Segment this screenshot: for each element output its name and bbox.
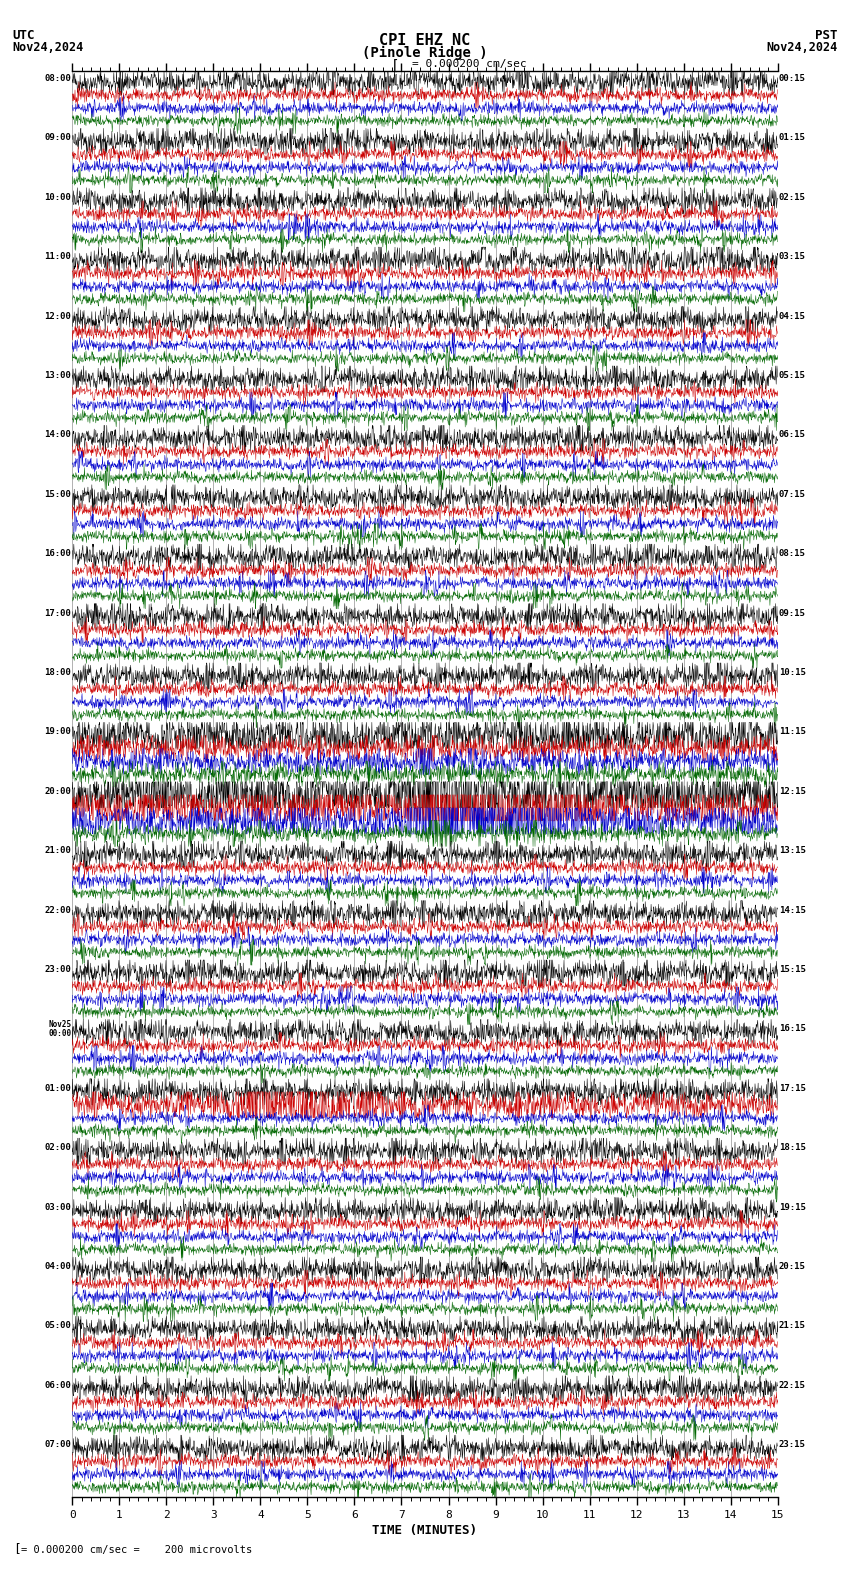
Text: 19:15: 19:15 bbox=[779, 1202, 806, 1212]
X-axis label: TIME (MINUTES): TIME (MINUTES) bbox=[372, 1524, 478, 1536]
Text: 16:00: 16:00 bbox=[44, 550, 71, 558]
Text: 20:15: 20:15 bbox=[779, 1262, 806, 1270]
Text: 23:00: 23:00 bbox=[44, 965, 71, 974]
Text: Nov25: Nov25 bbox=[48, 1020, 71, 1028]
Text: 12:00: 12:00 bbox=[44, 312, 71, 320]
Text: PST: PST bbox=[815, 29, 837, 41]
Text: 18:00: 18:00 bbox=[44, 668, 71, 676]
Text: 03:00: 03:00 bbox=[44, 1202, 71, 1212]
Text: 11:15: 11:15 bbox=[779, 727, 806, 737]
Text: 00:15: 00:15 bbox=[779, 74, 806, 82]
Text: 09:15: 09:15 bbox=[779, 608, 806, 618]
Text: 17:15: 17:15 bbox=[779, 1083, 806, 1093]
Text: 13:15: 13:15 bbox=[779, 846, 806, 855]
Text: 13:00: 13:00 bbox=[44, 371, 71, 380]
Text: 21:15: 21:15 bbox=[779, 1321, 806, 1331]
Text: [: [ bbox=[391, 59, 399, 73]
Text: 15:00: 15:00 bbox=[44, 489, 71, 499]
Text: 04:15: 04:15 bbox=[779, 312, 806, 320]
Text: 03:15: 03:15 bbox=[779, 252, 806, 261]
Text: = 0.000200 cm/sec =    200 microvolts: = 0.000200 cm/sec = 200 microvolts bbox=[21, 1546, 252, 1555]
Text: 16:15: 16:15 bbox=[779, 1025, 806, 1033]
Text: 07:15: 07:15 bbox=[779, 489, 806, 499]
Text: (Pinole Ridge ): (Pinole Ridge ) bbox=[362, 46, 488, 60]
Text: 15:15: 15:15 bbox=[779, 965, 806, 974]
Text: 08:15: 08:15 bbox=[779, 550, 806, 558]
Text: 19:00: 19:00 bbox=[44, 727, 71, 737]
Text: 18:15: 18:15 bbox=[779, 1144, 806, 1152]
Text: 05:00: 05:00 bbox=[44, 1321, 71, 1331]
Text: 22:15: 22:15 bbox=[779, 1381, 806, 1389]
Text: 05:15: 05:15 bbox=[779, 371, 806, 380]
Text: 04:00: 04:00 bbox=[44, 1262, 71, 1270]
Text: [: [ bbox=[13, 1543, 20, 1555]
Text: 09:00: 09:00 bbox=[44, 133, 71, 143]
Text: 17:00: 17:00 bbox=[44, 608, 71, 618]
Text: 07:00: 07:00 bbox=[44, 1440, 71, 1449]
Text: 06:00: 06:00 bbox=[44, 1381, 71, 1389]
Text: 08:00: 08:00 bbox=[44, 74, 71, 82]
Text: 23:15: 23:15 bbox=[779, 1440, 806, 1449]
Text: UTC: UTC bbox=[13, 29, 35, 41]
Text: CPI EHZ NC: CPI EHZ NC bbox=[379, 33, 471, 48]
Text: 10:15: 10:15 bbox=[779, 668, 806, 676]
Text: 02:00: 02:00 bbox=[44, 1144, 71, 1152]
Text: = 0.000200 cm/sec: = 0.000200 cm/sec bbox=[412, 59, 527, 68]
Text: 06:15: 06:15 bbox=[779, 431, 806, 439]
Text: 01:15: 01:15 bbox=[779, 133, 806, 143]
Text: 01:00: 01:00 bbox=[44, 1083, 71, 1093]
Text: 21:00: 21:00 bbox=[44, 846, 71, 855]
Text: Nov24,2024: Nov24,2024 bbox=[766, 41, 837, 54]
Text: 02:15: 02:15 bbox=[779, 193, 806, 201]
Text: 11:00: 11:00 bbox=[44, 252, 71, 261]
Text: 10:00: 10:00 bbox=[44, 193, 71, 201]
Text: 14:15: 14:15 bbox=[779, 906, 806, 914]
Text: 14:00: 14:00 bbox=[44, 431, 71, 439]
Text: 20:00: 20:00 bbox=[44, 787, 71, 795]
Text: 22:00: 22:00 bbox=[44, 906, 71, 914]
Text: Nov24,2024: Nov24,2024 bbox=[13, 41, 84, 54]
Text: 00:00: 00:00 bbox=[48, 1030, 71, 1038]
Text: 12:15: 12:15 bbox=[779, 787, 806, 795]
